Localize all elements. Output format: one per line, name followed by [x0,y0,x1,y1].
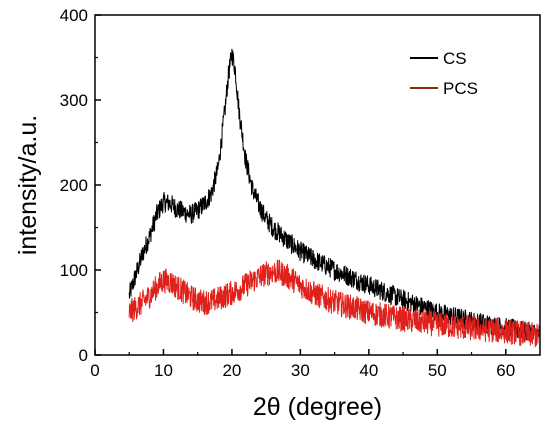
x-tick-label-20: 20 [222,361,241,380]
y-tick-label-300: 300 [60,91,88,110]
legend-label-cs: CS [443,49,467,68]
x-axis-label: 2θ (degree) [253,393,382,421]
series-line-cs [128,48,541,343]
y-tick-label-200: 200 [60,176,88,195]
series-layer [128,48,541,348]
legend-label-pcs: PCS [443,79,478,98]
plot-frame [94,14,541,356]
x-tick-label-30: 30 [291,361,310,380]
ticks-layer: 0 10 20 30 40 50 60 0 100 200 300 400 [60,6,516,380]
x-tick-label-60: 60 [496,361,515,380]
x-tick-label-10: 10 [154,361,173,380]
y-tick-label-100: 100 [60,261,88,280]
x-tick-label-0: 0 [90,361,99,380]
y-tick-label-400: 400 [60,6,88,25]
legend: CS PCS [410,49,478,98]
series-line-pcs [128,259,541,348]
y-tick-label-0: 0 [79,346,88,365]
x-tick-label-40: 40 [359,361,378,380]
y-axis-label: intensity/a.u. [14,115,42,255]
x-tick-label-50: 50 [428,361,447,380]
